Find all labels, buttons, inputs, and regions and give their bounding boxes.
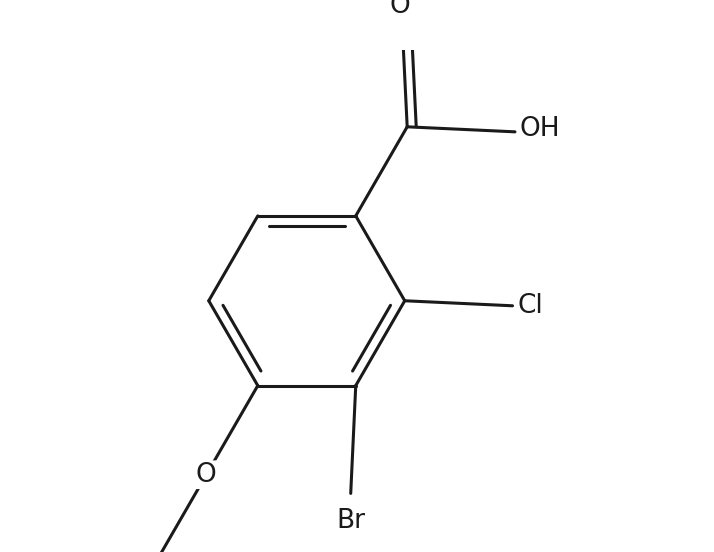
Text: Cl: Cl — [518, 293, 543, 319]
Text: O: O — [196, 461, 216, 488]
Text: Br: Br — [336, 508, 366, 534]
Text: OH: OH — [520, 116, 560, 142]
Text: O: O — [389, 0, 410, 19]
